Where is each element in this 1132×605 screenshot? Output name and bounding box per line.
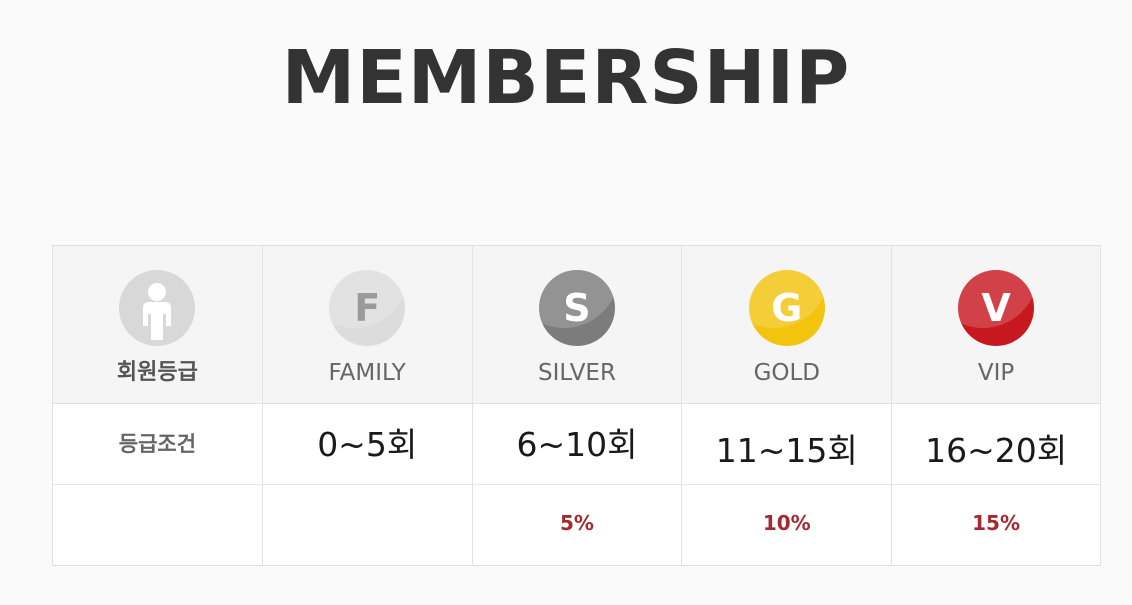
discount-label-cell xyxy=(52,485,262,565)
condition-cell-family: 0~5회 xyxy=(261,404,472,484)
member-grade-label: 회원등급 xyxy=(116,360,198,385)
header-cell-member: 회원등급 xyxy=(52,246,262,403)
membership-table: 회원등급 F FAMILY S SILVER G GOLD xyxy=(52,245,1101,566)
family-badge-icon: F xyxy=(329,270,406,346)
header-cell-vip: V VIP xyxy=(891,246,1101,403)
condition-label: 등급조건 xyxy=(118,432,197,456)
family-badge-letter: F xyxy=(354,286,381,330)
discount-cell-vip: 15% xyxy=(891,485,1101,565)
header-cell-silver: S SILVER xyxy=(471,246,682,403)
silver-badge-letter: S xyxy=(563,286,591,330)
gold-badge-letter: G xyxy=(771,286,803,330)
discount-silver: 5% xyxy=(560,511,594,535)
condition-vip: 16~20회 xyxy=(925,431,1068,470)
vip-badge-icon: V xyxy=(958,270,1035,346)
tier-name-family: FAMILY xyxy=(328,360,406,386)
discount-cell-gold: 10% xyxy=(681,485,891,565)
page-title: MEMBERSHIP xyxy=(281,35,851,121)
vip-badge-letter: V xyxy=(981,286,1011,330)
gold-badge-icon: G xyxy=(748,270,825,346)
discount-cell-silver: 5% xyxy=(471,485,682,565)
tier-name-gold: GOLD xyxy=(753,360,821,386)
person-icon xyxy=(119,270,196,346)
header-cell-family: F FAMILY xyxy=(261,246,472,403)
tier-name-vip: VIP xyxy=(977,360,1015,386)
condition-cell-silver: 6~10회 xyxy=(471,404,682,484)
discount-vip: 15% xyxy=(972,511,1021,535)
condition-cell-gold: 11~15회 xyxy=(681,404,891,484)
condition-family: 0~5회 xyxy=(317,425,418,464)
discount-row: 5% 10% 15% xyxy=(52,485,1101,565)
tier-name-silver: SILVER xyxy=(538,360,616,386)
condition-silver: 6~10회 xyxy=(516,425,638,464)
condition-label-cell: 등급조건 xyxy=(52,404,262,484)
discount-cell-family xyxy=(261,485,472,565)
silver-badge-icon: S xyxy=(538,270,615,346)
discount-gold: 10% xyxy=(762,511,811,535)
condition-gold: 11~15회 xyxy=(715,431,858,470)
condition-cell-vip: 16~20회 xyxy=(891,404,1101,484)
condition-row: 등급조건 0~5회 6~10회 11~15회 16~20회 xyxy=(52,404,1101,485)
header-cell-gold: G GOLD xyxy=(681,246,891,403)
tier-header-row: 회원등급 F FAMILY S SILVER G GOLD xyxy=(52,246,1101,404)
